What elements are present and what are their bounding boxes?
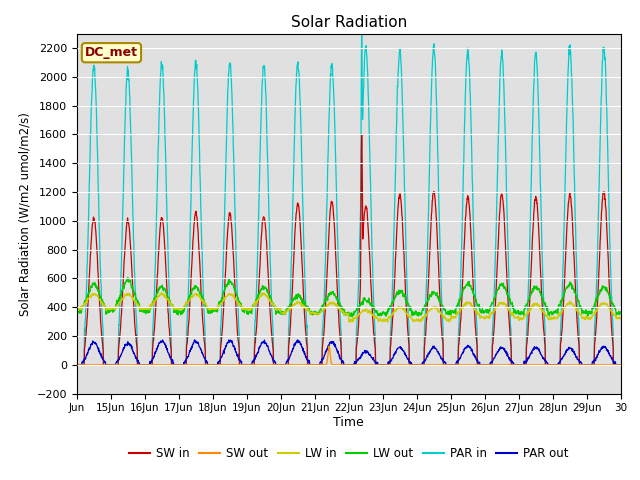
Y-axis label: Solar Radiation (W/m2 umol/m2/s): Solar Radiation (W/m2 umol/m2/s) bbox=[18, 112, 31, 315]
Text: DC_met: DC_met bbox=[85, 46, 138, 59]
Title: Solar Radiation: Solar Radiation bbox=[291, 15, 407, 30]
X-axis label: Time: Time bbox=[333, 416, 364, 429]
Legend: SW in, SW out, LW in, LW out, PAR in, PAR out: SW in, SW out, LW in, LW out, PAR in, PA… bbox=[124, 443, 573, 465]
